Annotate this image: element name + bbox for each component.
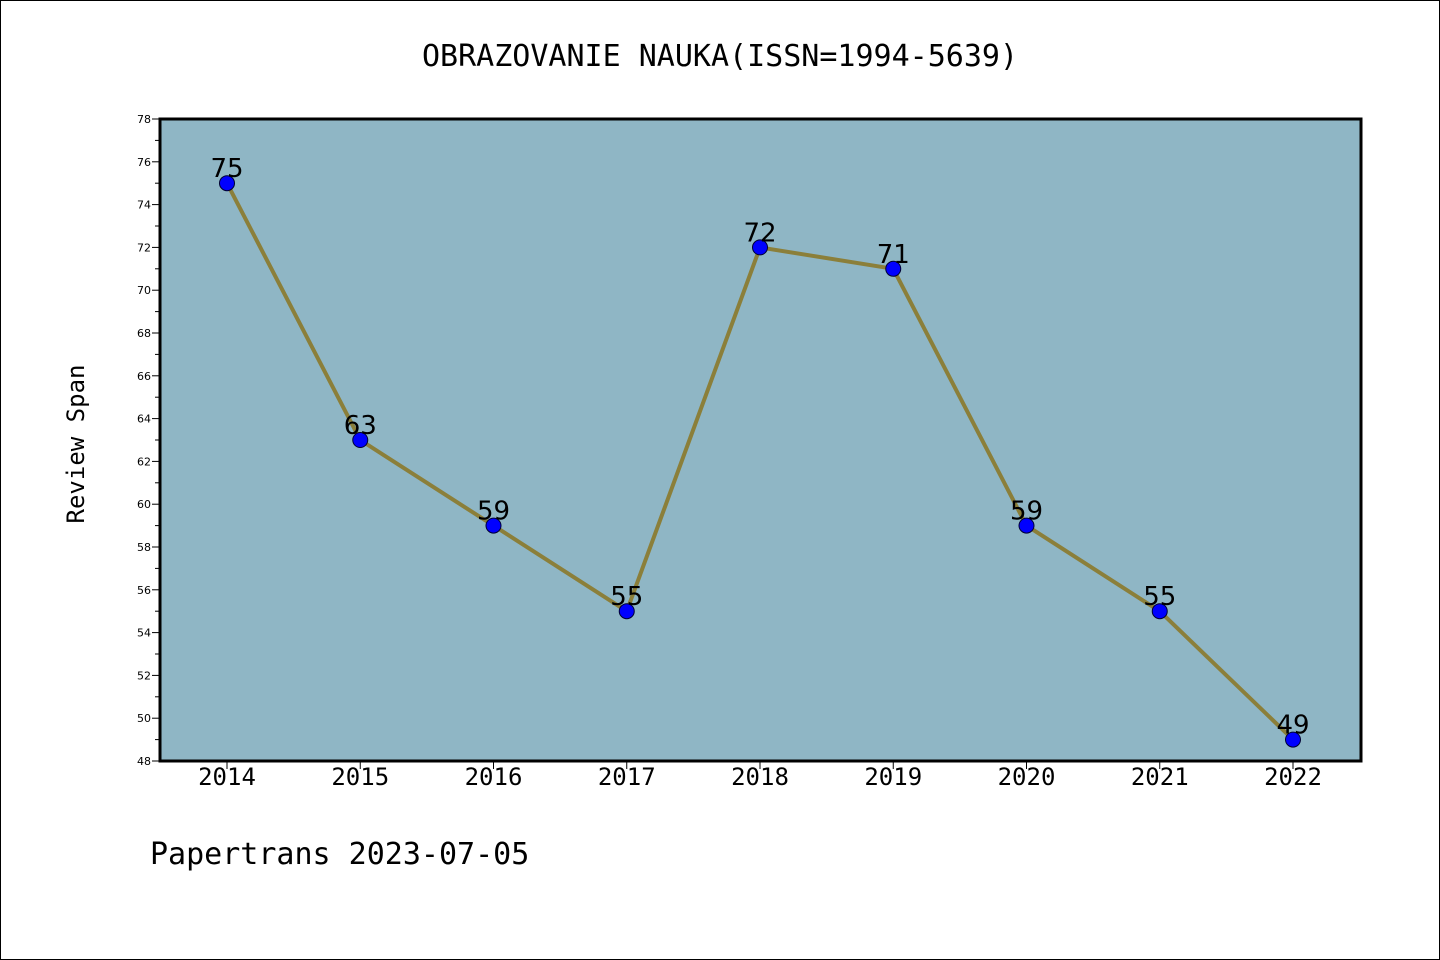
data-label: 75 — [210, 154, 243, 184]
y-tick-label: 50 — [137, 712, 151, 725]
y-tick-label: 74 — [137, 199, 151, 212]
data-point — [485, 517, 502, 534]
data-label: 72 — [743, 218, 776, 248]
footer-source-date: Papertrans 2023-07-05 — [150, 837, 529, 872]
x-tick-label: 2018 — [731, 763, 789, 791]
y-tick-label: 60 — [137, 498, 151, 511]
data-point — [1018, 517, 1035, 534]
y-tick-label: 52 — [137, 669, 151, 682]
x-tick-label: 2022 — [1264, 763, 1322, 791]
data-label: 63 — [344, 411, 377, 441]
chart-title: OBRAZOVANIE NAUKA(ISSN=1994-5639) — [422, 39, 1018, 74]
data-label: 59 — [1010, 497, 1043, 527]
data-point — [352, 432, 369, 448]
x-tick-label: 2016 — [465, 763, 523, 791]
data-label: 71 — [877, 240, 910, 270]
data-point — [1285, 731, 1301, 748]
y-tick-label: 72 — [137, 241, 151, 254]
y-tick-label: 76 — [137, 156, 151, 169]
y-tick-label: 58 — [137, 541, 151, 554]
data-label: 55 — [1143, 582, 1176, 612]
y-tick-label: 66 — [137, 370, 151, 383]
x-axis-tick-labels: 2014 2015 2016 2017 2018 2019 2020 2021 2022 — [198, 763, 1322, 791]
data-labels: 75 63 59 55 72 71 59 55 49 — [210, 154, 1309, 740]
y-tick-label: 56 — [137, 584, 151, 597]
data-point — [752, 239, 768, 256]
data-markers — [219, 175, 1301, 748]
data-point — [618, 603, 635, 620]
plot-area — [158, 117, 1363, 763]
y-tick-label: 54 — [137, 627, 151, 640]
y-tick-label: 70 — [137, 284, 151, 297]
y-axis-label: Review Span — [62, 365, 90, 524]
y-axis-ticks — [152, 118, 160, 762]
x-tick-label: 2015 — [331, 763, 389, 791]
y-tick-label: 78 — [137, 113, 151, 126]
x-tick-label: 2019 — [864, 763, 922, 791]
x-axis-ticks — [226, 761, 1294, 769]
y-tick-label: 64 — [137, 413, 151, 426]
y-axis-tick-labels: 48 50 52 54 56 58 60 62 64 66 68 70 72 74 76 78 — [137, 113, 151, 768]
data-label: 59 — [477, 497, 510, 527]
data-point — [885, 260, 902, 277]
x-tick-label: 2014 — [198, 763, 256, 791]
data-point — [219, 175, 235, 192]
data-point — [1151, 603, 1168, 620]
data-label: 49 — [1276, 711, 1309, 741]
y-tick-label: 48 — [137, 755, 151, 768]
x-tick-label: 2021 — [1131, 763, 1189, 791]
y-tick-label: 62 — [137, 455, 151, 468]
data-label: 55 — [610, 582, 643, 612]
x-tick-label: 2020 — [998, 763, 1056, 791]
x-tick-label: 2017 — [598, 763, 656, 791]
y-tick-label: 68 — [137, 327, 151, 340]
